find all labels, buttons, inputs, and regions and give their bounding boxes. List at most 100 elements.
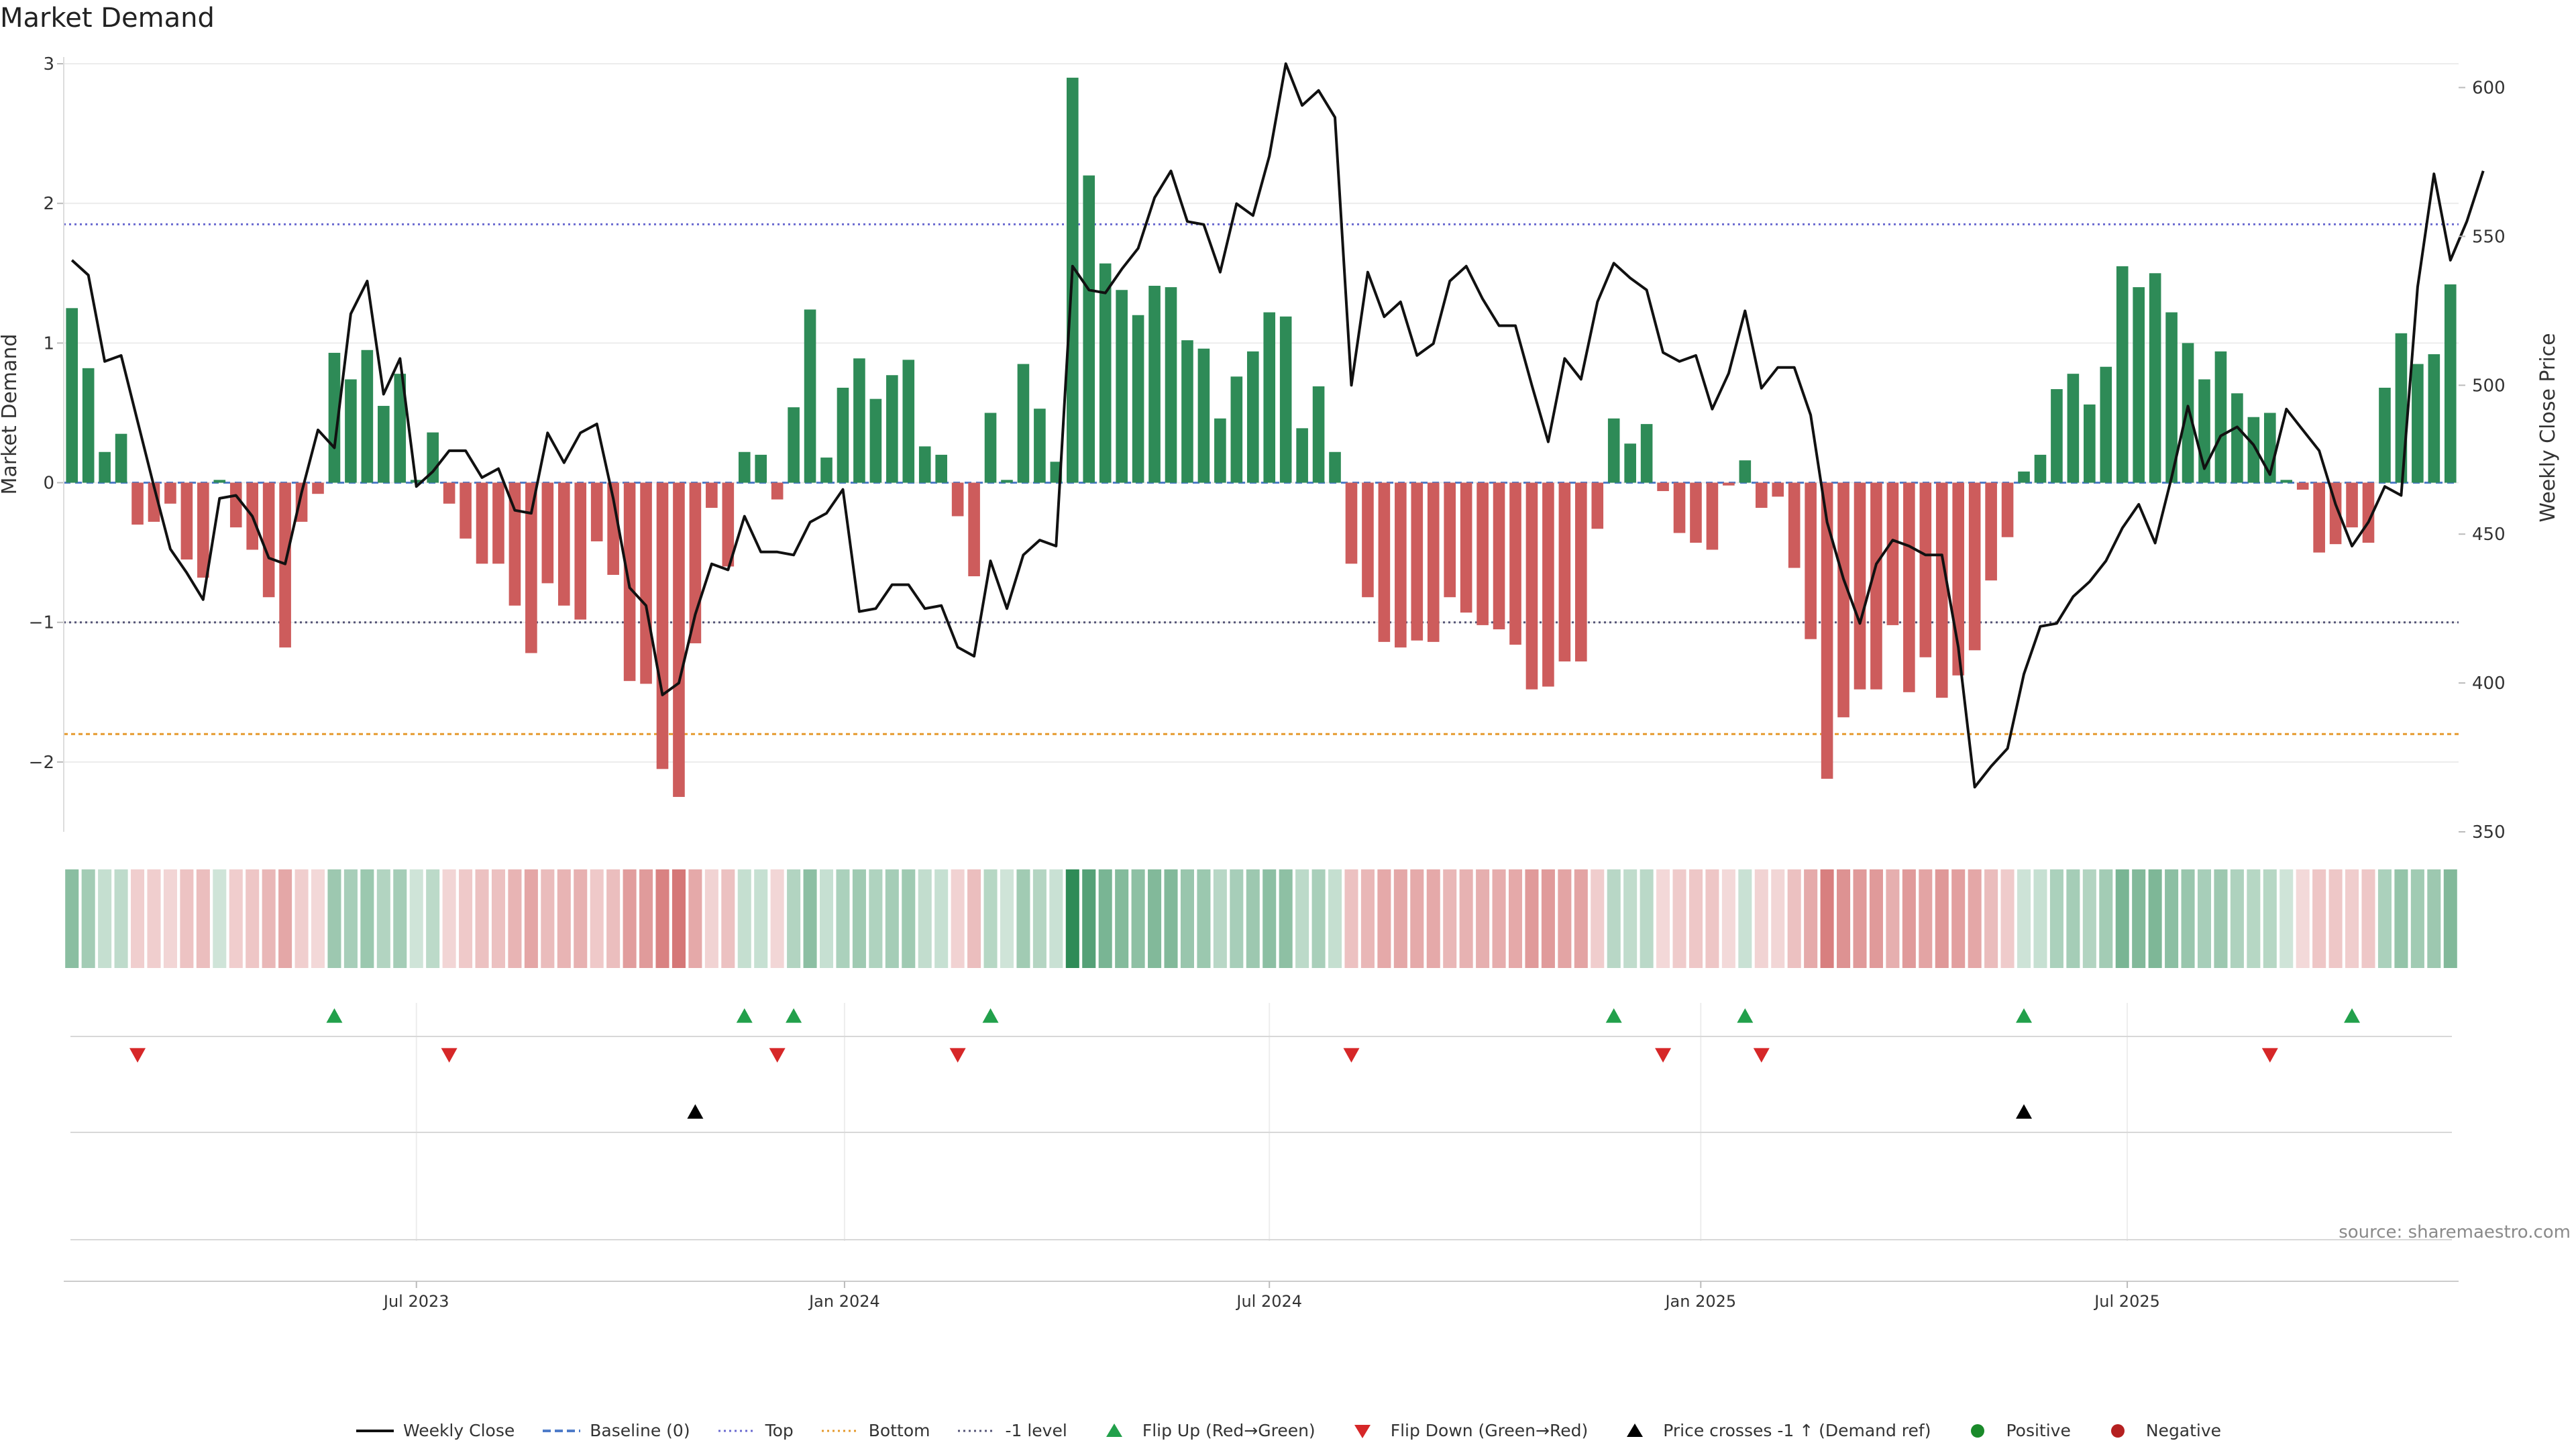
demand-bar <box>1214 418 1226 483</box>
demand-bar <box>1116 290 1128 483</box>
demand-bar <box>1919 482 1932 657</box>
heat-cell <box>1148 869 1162 968</box>
demand-bar <box>1148 286 1161 483</box>
demand-bar <box>574 482 587 620</box>
y-tick-label: 2 <box>43 194 54 214</box>
heat-cell <box>2345 869 2359 968</box>
heat-cell <box>2377 869 2392 968</box>
demand-bar <box>2165 312 2178 483</box>
demand-bar <box>312 482 324 494</box>
heat-cell <box>655 869 669 968</box>
demand-bar <box>1395 482 1407 648</box>
demand-bar <box>869 398 882 483</box>
weekly-close-line <box>70 62 2485 789</box>
heat-cell <box>196 869 210 968</box>
demand-bar <box>2247 417 2260 483</box>
y2-tick-label: 450 <box>2472 525 2506 545</box>
heat-cell <box>1213 869 1227 968</box>
demand-bar <box>820 458 833 483</box>
y-tick-label: 0 <box>43 474 54 494</box>
heat-cell <box>1688 869 1703 968</box>
demand-bar <box>640 482 652 684</box>
heat-cell <box>1344 869 1358 968</box>
demand-bar <box>902 360 915 483</box>
demand-bar <box>1001 480 1013 483</box>
demand-bar <box>1870 482 1882 690</box>
heat-cell <box>343 869 358 968</box>
demand-bar <box>361 350 374 483</box>
y2-tick-label: 500 <box>2472 376 2506 396</box>
heat-cell <box>1115 869 1129 968</box>
demand-bar <box>1607 418 1620 483</box>
legend-swatch-shape <box>1106 1423 1122 1437</box>
demand-bar <box>2034 454 2047 483</box>
legend-item-positive_dot: Positive <box>1957 1421 2071 1440</box>
legend-swatch-cross <box>1627 1423 1644 1437</box>
demand-bar <box>886 375 898 483</box>
chart-title: Market Demand <box>0 3 215 34</box>
demand-bar <box>1935 482 1948 698</box>
demand-bar <box>837 387 849 483</box>
heat-cell <box>1820 869 1834 968</box>
demand-bar <box>345 379 357 483</box>
heat-cell <box>2361 869 2375 968</box>
y2-axis-title: Weekly Close Price <box>2536 333 2560 522</box>
heat-cell <box>459 869 473 968</box>
demand-bars <box>66 77 2457 797</box>
heat-cell <box>1016 869 1030 968</box>
flip-down-marker <box>441 1048 458 1063</box>
flip-up-marker <box>2016 1008 2033 1023</box>
heat-cell <box>1131 869 1145 968</box>
heat-cell <box>1065 869 1079 968</box>
legend-swatch-flip_up <box>1106 1423 1122 1437</box>
demand-bar <box>1477 482 1489 625</box>
y2-tick-label: 600 <box>2472 78 2506 99</box>
heat-cell <box>2247 869 2261 968</box>
legend-label: Bottom <box>868 1421 930 1440</box>
demand-bar <box>2067 374 2080 483</box>
legend-label: Top <box>765 1421 794 1440</box>
demand-bar <box>541 482 554 584</box>
x-tick-label: Jul 2024 <box>1235 1292 1302 1311</box>
legend-swatch-shape <box>1354 1424 1371 1438</box>
heat-cell <box>393 869 407 968</box>
legend-item-top: Top <box>717 1421 794 1440</box>
demand-bar <box>1968 482 1981 651</box>
demand-bar <box>1558 482 1571 662</box>
heat-cell <box>180 869 194 968</box>
heat-cell <box>1032 869 1046 968</box>
y-tick-label: −1 <box>29 613 54 633</box>
heat-cell <box>2000 869 2015 968</box>
demand-bar <box>2428 354 2440 483</box>
flip-down-marker <box>2261 1048 2278 1063</box>
heat-cell <box>672 869 686 968</box>
demand-bar <box>788 407 800 483</box>
heat-cell <box>557 869 571 968</box>
x-tick-label: Jan 2025 <box>1664 1292 1736 1311</box>
heat-cell <box>1607 869 1621 968</box>
demand-bar <box>1854 482 1866 690</box>
legend-swatch-baseline <box>543 1429 581 1432</box>
heat-cell <box>1492 869 1506 968</box>
demand-bar <box>1821 482 1833 779</box>
price-cross-marker <box>2016 1104 2033 1119</box>
demand-bar <box>2231 393 2243 483</box>
heat-cell <box>918 869 932 968</box>
demand-bar <box>2444 284 2457 483</box>
flip-down-marker <box>129 1048 146 1063</box>
demand-bar <box>99 451 111 483</box>
demand-bar <box>1296 428 1308 483</box>
heat-cell <box>1886 869 1900 968</box>
heat-cell <box>1197 869 1211 968</box>
demand-bar <box>460 482 472 539</box>
heat-cell <box>574 869 588 968</box>
heat-cell <box>1164 869 1178 968</box>
heat-cell <box>1049 869 1063 968</box>
demand-bar <box>2214 351 2227 483</box>
legend-label: Positive <box>2006 1421 2071 1440</box>
demand-bar <box>525 482 537 653</box>
heat-cell <box>98 869 112 968</box>
demand-bar <box>1690 482 1702 543</box>
heat-cell <box>1754 869 1768 968</box>
heat-cell <box>770 869 784 968</box>
